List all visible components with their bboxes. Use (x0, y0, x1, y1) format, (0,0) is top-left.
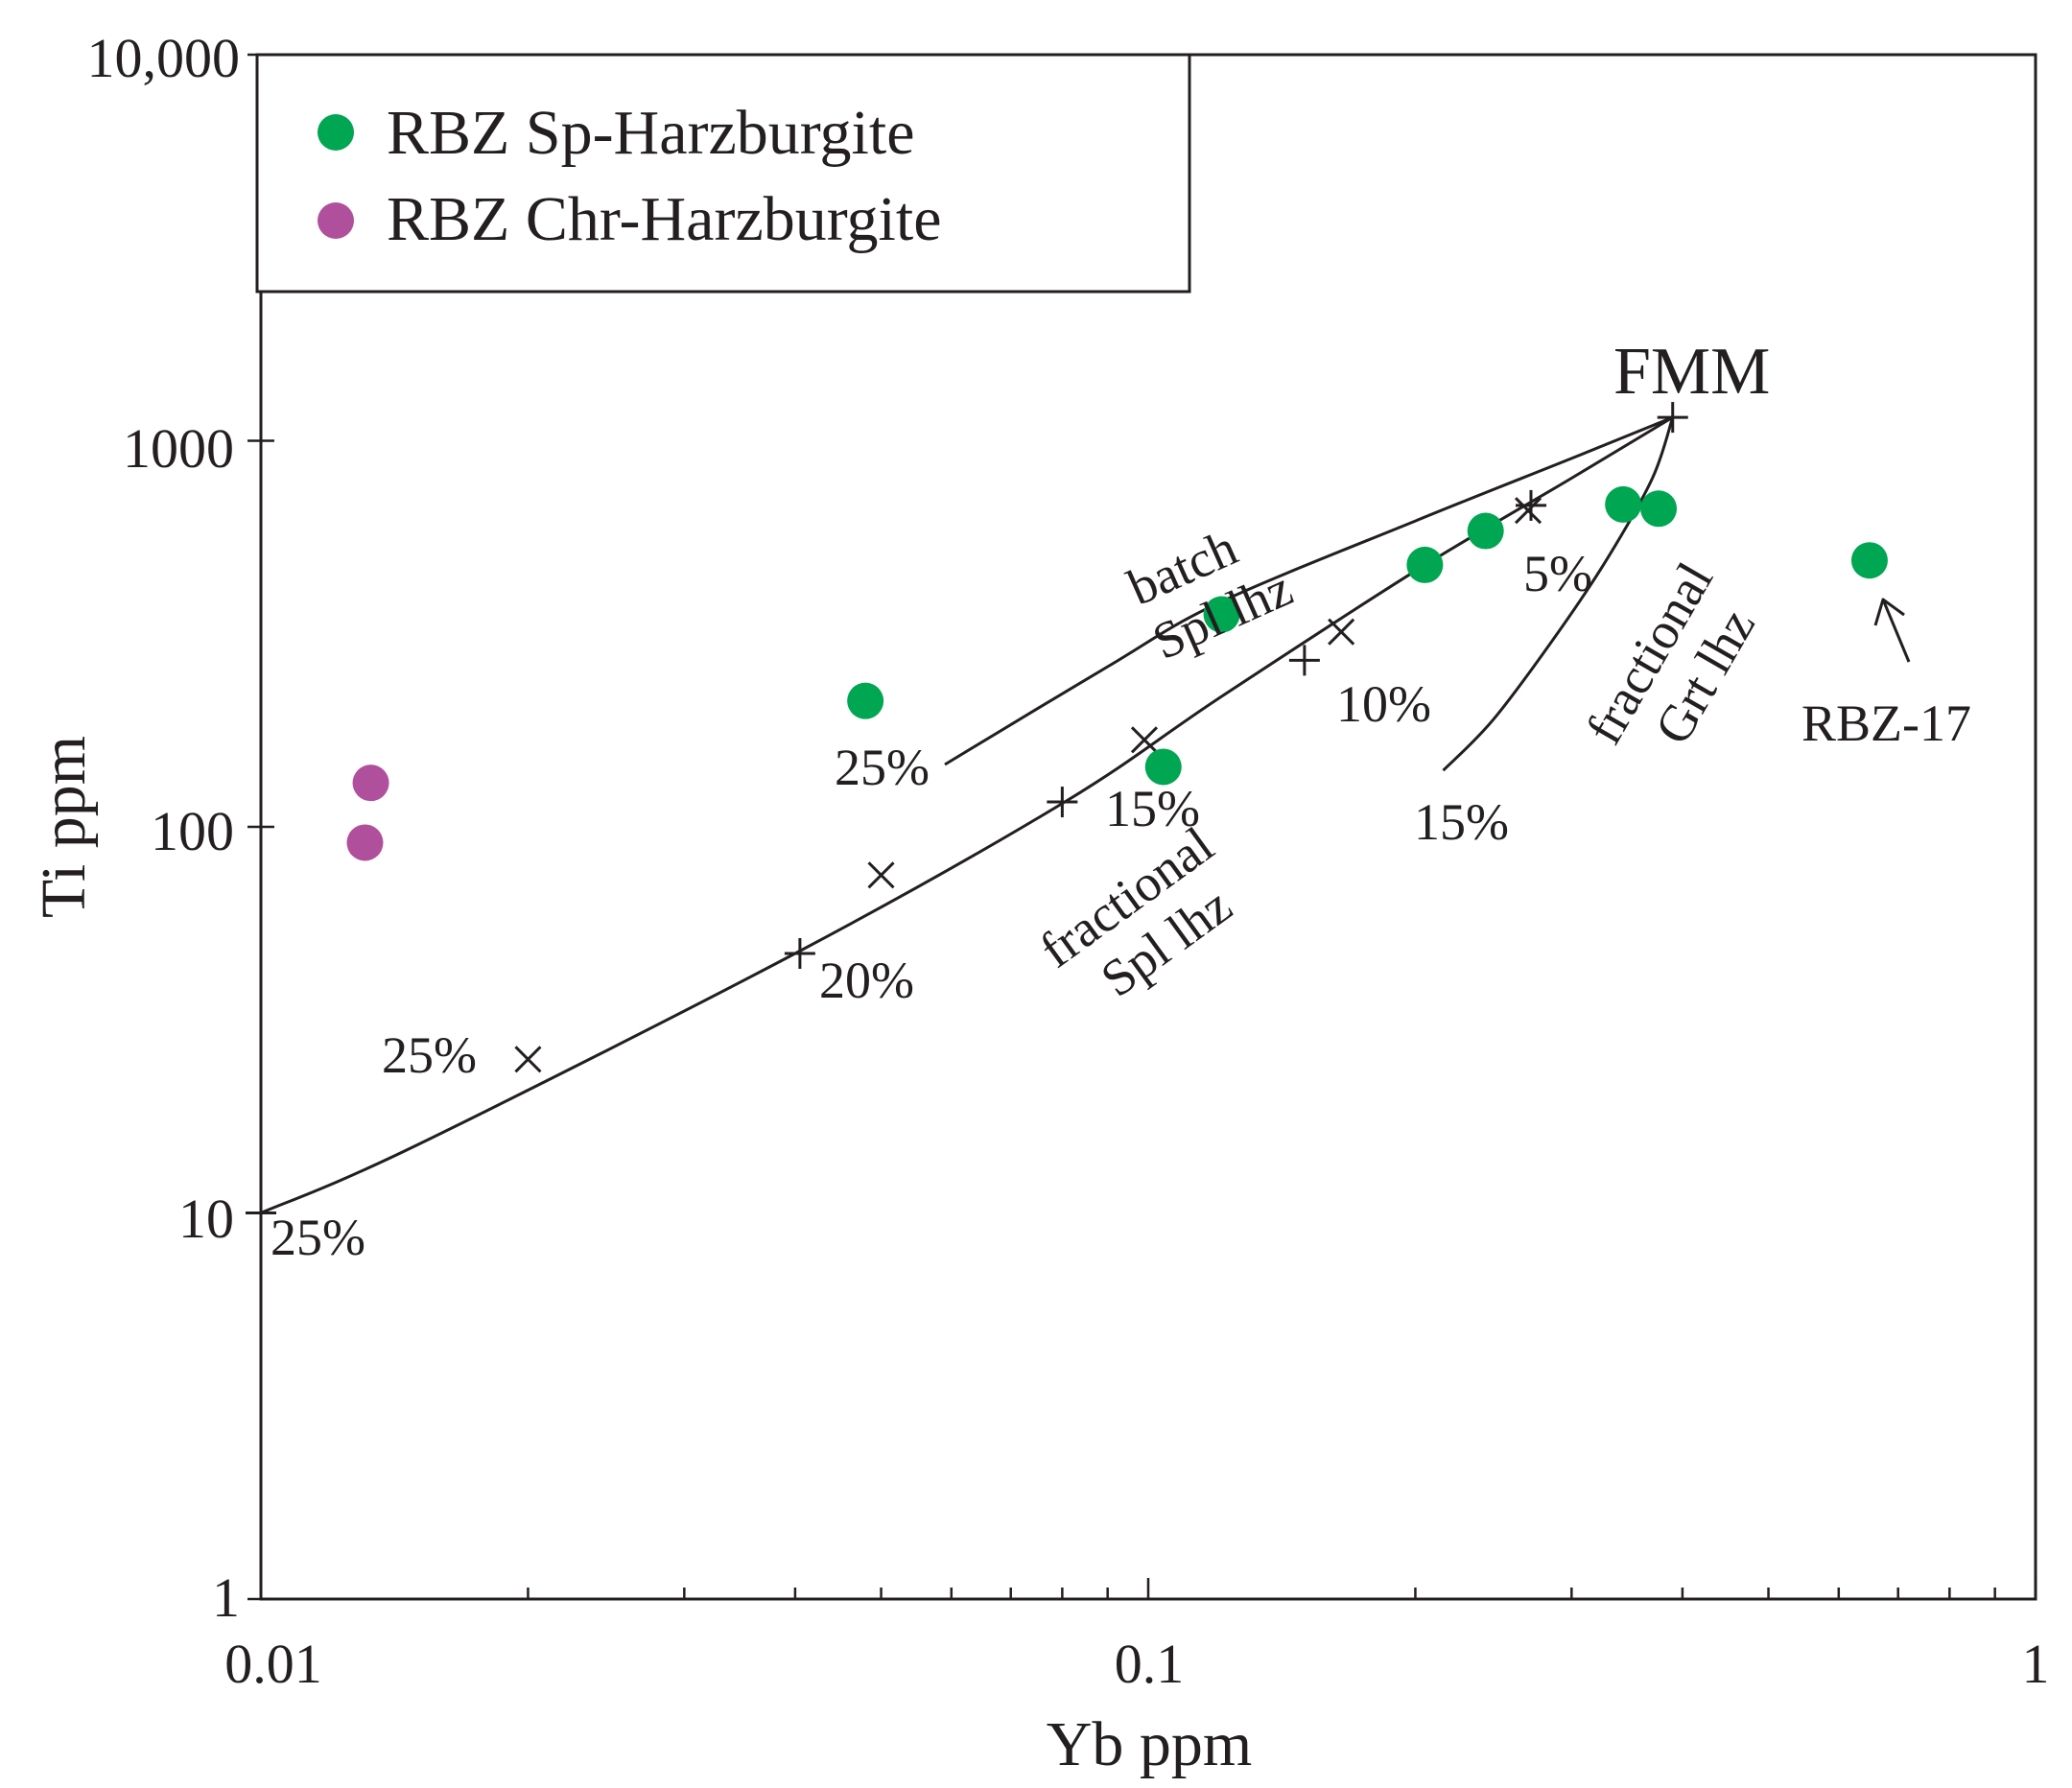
sp-harzburgite-point (1850, 542, 1888, 579)
rbz17-label: RBZ-17 (1801, 694, 1971, 752)
pct-label-20: 20% (819, 952, 914, 1009)
sp-harzburgite-point (847, 682, 884, 719)
pct-label-10: 10% (1336, 675, 1431, 733)
fractional-grt-label: fractional Grt lhz (1575, 553, 1766, 753)
x-axis-title: Yb ppm (1047, 1709, 1253, 1779)
batch-x-marker (1130, 726, 1159, 754)
sp-harzburgite-point (1640, 490, 1678, 528)
chr-harzburgite-point (352, 765, 389, 802)
fmm-label: FMM (1613, 335, 1770, 409)
data-points (346, 485, 1888, 861)
sp-harzburgite-point (1203, 596, 1240, 633)
legend: RBZ Sp-Harzburgite RBZ Chr-Harzburgite (255, 53, 1191, 294)
fractional-spl-label: fractional Spl lhz (1029, 815, 1242, 1008)
batch-x-marker (867, 861, 895, 889)
legend-label-chr-harzburgite: RBZ Chr-Harzburgite (387, 184, 942, 254)
pct-label-frac-25: 25% (382, 1026, 477, 1084)
fractional-spl-lhz-curve (260, 415, 1674, 1214)
pct-label-5: 5% (1523, 545, 1592, 602)
y-tick-label-3: 1000 (123, 417, 234, 480)
pct-label-15: 15% (1105, 780, 1200, 837)
y-tick-label-2: 100 (151, 800, 234, 862)
batch-spl-lhz-curve (944, 415, 1674, 766)
x-tick-labels: 0.01 0.1 1 (224, 1633, 2049, 1695)
model-tick-marks (246, 402, 1688, 1229)
chr-harzburgite-point (346, 824, 384, 861)
batch-x-marker (1514, 497, 1542, 525)
y-tick-label-4: 10,000 (87, 27, 241, 89)
batch-x-marker (1328, 618, 1355, 646)
sp-harzburgite-point (1605, 485, 1642, 523)
legend-marker-sp-harzburgite (318, 114, 354, 151)
sp-harzburgite-point (1144, 748, 1182, 786)
y-tick-labels: 1 10 100 1000 10,000 (87, 27, 241, 1629)
rbz17-arrow (1873, 598, 1911, 663)
y-axis-title: Ti ppm (29, 736, 99, 918)
x-tick-label-0: 0.01 (224, 1633, 322, 1695)
y-tick-label-1: 10 (178, 1188, 234, 1250)
pct-label-batch-25: 25% (835, 739, 930, 796)
x-tick-label-1: 0.1 (1115, 1633, 1185, 1695)
sp-harzburgite-point (1406, 546, 1444, 583)
x-tick-label-2: 1 (2022, 1633, 2050, 1695)
batch-label: batch Spl lhz (1119, 518, 1301, 670)
legend-box (255, 53, 1191, 294)
y-tick-label-0: 1 (212, 1566, 240, 1629)
legend-label-sp-harzburgite: RBZ Sp-Harzburgite (387, 98, 915, 168)
pct-label-grt-15: 15% (1414, 793, 1509, 851)
batch-x-marker (514, 1046, 542, 1073)
pct-label-end-25: 25% (271, 1209, 365, 1266)
x-axis-ticks (259, 1578, 2037, 1599)
sp-harzburgite-point (1467, 512, 1504, 550)
fractional-grt-lhz-curve (1442, 416, 1675, 772)
legend-marker-chr-harzburgite (318, 202, 354, 239)
